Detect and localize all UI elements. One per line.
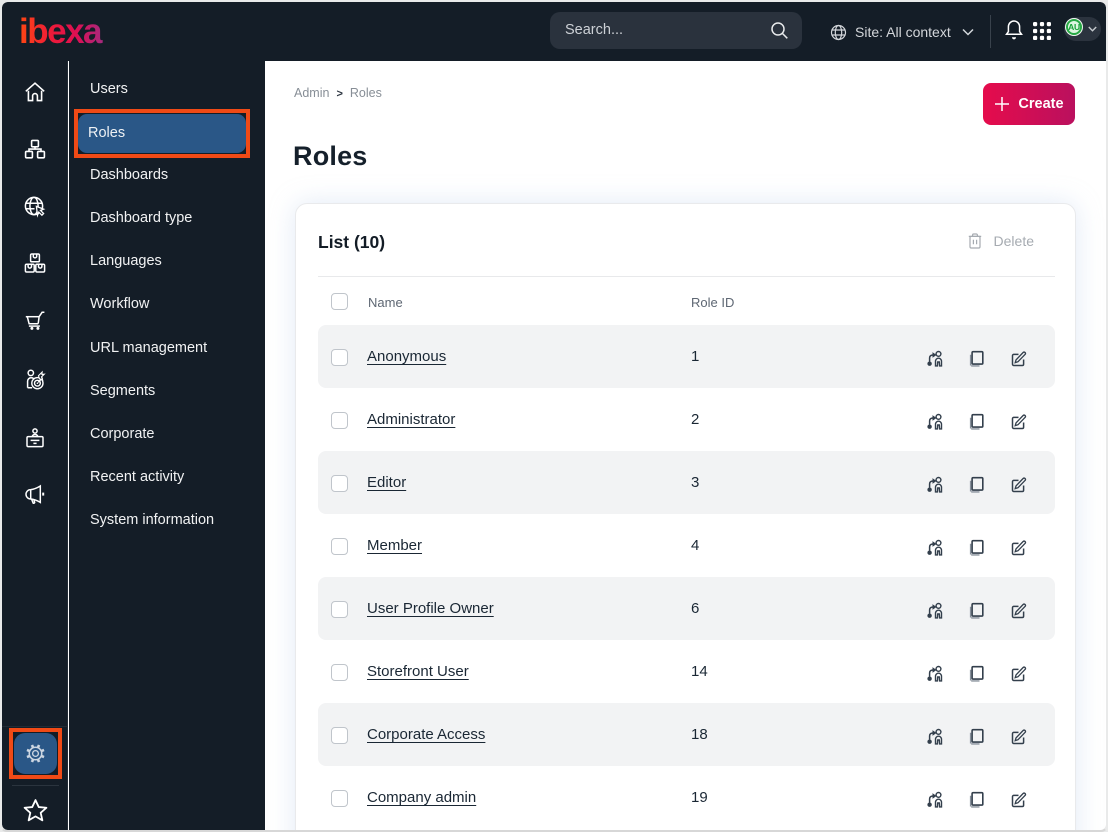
svg-text:ibexa: ibexa xyxy=(19,12,103,51)
